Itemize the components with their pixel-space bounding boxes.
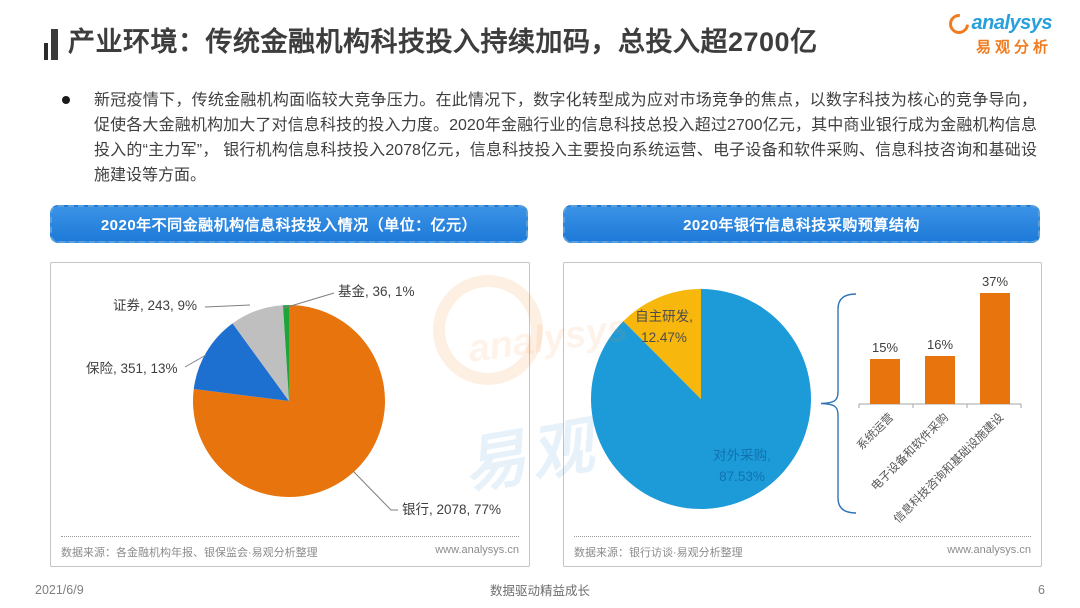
analysys-logo: analysys 易观分析: [930, 9, 1052, 57]
logo-brand-cn: 易观分析: [975, 39, 1052, 56]
left-pie-label-0: 银行, 2078, 77%: [402, 502, 501, 517]
left-pie-slice-2: [232, 305, 289, 401]
right-pie-slice-1: [623, 289, 701, 399]
callout-leader-line: [204, 304, 251, 308]
data-source-right: 数据来源：银行访谈·易观分析整理: [574, 547, 743, 559]
bar-2: [980, 293, 1010, 404]
footer-date: 2021/6/9: [35, 582, 84, 597]
footer: 2021/6/9 数据驱动精益成长 6: [35, 580, 1045, 599]
bullet-icon: [62, 96, 70, 104]
footer-page-number: 6: [1038, 582, 1045, 597]
summary-paragraph: 新冠疫情下，传统金融机构面临较大竞争压力。在此情况下，数字化转型成为应对市场竞争…: [94, 92, 1037, 184]
bar-value-label-0: 15%: [872, 340, 898, 355]
bar-1: [925, 356, 955, 404]
callout-leader-line: [184, 354, 207, 368]
right-source-row: 数据来源：银行访谈·易观分析整理 www.analysys.cn: [574, 536, 1031, 560]
title-accent-bar-icon: [44, 29, 58, 60]
right-chart-card: 对外采购, 87.53% 自主研发, 12.47% 15% 系统运营 16% 电子设备和软件采…: [563, 262, 1042, 567]
bar-category-label-0: 系统运营: [854, 410, 896, 452]
right-pie-label-0: 对外采购,: [713, 448, 771, 463]
bar-category-label-2: 信息科技咨询和基础设施建设: [891, 410, 1007, 526]
website-left: www.analysys.cn: [435, 544, 519, 556]
callout-leader-line: [352, 470, 398, 511]
brace-icon: [820, 293, 857, 514]
right-chart-title-banner: 2020年银行信息科技采购预算结构: [563, 205, 1040, 243]
page-title: 产业环境：传统金融机构科技投入持续加码，总投入超2700亿: [68, 27, 818, 57]
right-pie-pct-1: 12.47%: [641, 330, 687, 345]
left-pie-label-1: 保险, 351, 13%: [86, 361, 178, 376]
left-pie-label-2: 证券, 243, 9%: [113, 298, 197, 313]
website-right: www.analysys.cn: [947, 544, 1031, 556]
left-pie-slice-3: [282, 305, 289, 401]
left-chart-title-banner: 2020年不同金融机构信息科技投入情况（单位：亿元）: [50, 205, 528, 243]
callout-leader-line: [283, 292, 335, 309]
summary-block: 新冠疫情下，传统金融机构面临较大竞争压力。在此情况下，数字化转型成为应对市场竞争…: [62, 88, 1037, 188]
logo-brand-text: analysys: [971, 12, 1052, 34]
analysys-swirl-icon: [945, 9, 974, 38]
left-pie-slice-1: [193, 323, 289, 401]
pie-chart-financial-it-investment: 银行, 2078, 77% 保险, 351, 13% 证券, 243, 9% 基金, …: [86, 283, 501, 517]
left-source-row: 数据来源：各金融机构年报、银保监会·易观分析整理 www.analysys.cn: [61, 536, 519, 560]
bar-value-label-2: 37%: [982, 274, 1008, 289]
left-chart-card: 银行, 2078, 77% 保险, 351, 13% 证券, 243, 9% 基金, …: [50, 262, 530, 567]
data-source-left: 数据来源：各金融机构年报、银保监会·易观分析整理: [61, 547, 318, 559]
right-pie-pct-0: 87.53%: [719, 469, 765, 484]
pie-bar-chart-bank-it-procurement: 对外采购,87.53%自主研发,12.47%15%系统运营16%电子设备和软件采…: [591, 274, 1022, 526]
bar-value-label-1: 16%: [927, 337, 953, 352]
right-pie-label-1: 自主研发,: [635, 309, 693, 324]
header: 产业环境：传统金融机构科技投入持续加码，总投入超2700亿: [44, 26, 818, 60]
left-pie-label-3: 基金, 36, 1%: [338, 283, 415, 299]
bar-0: [870, 359, 900, 404]
footer-slogan: 数据驱动精益成长: [489, 584, 590, 598]
